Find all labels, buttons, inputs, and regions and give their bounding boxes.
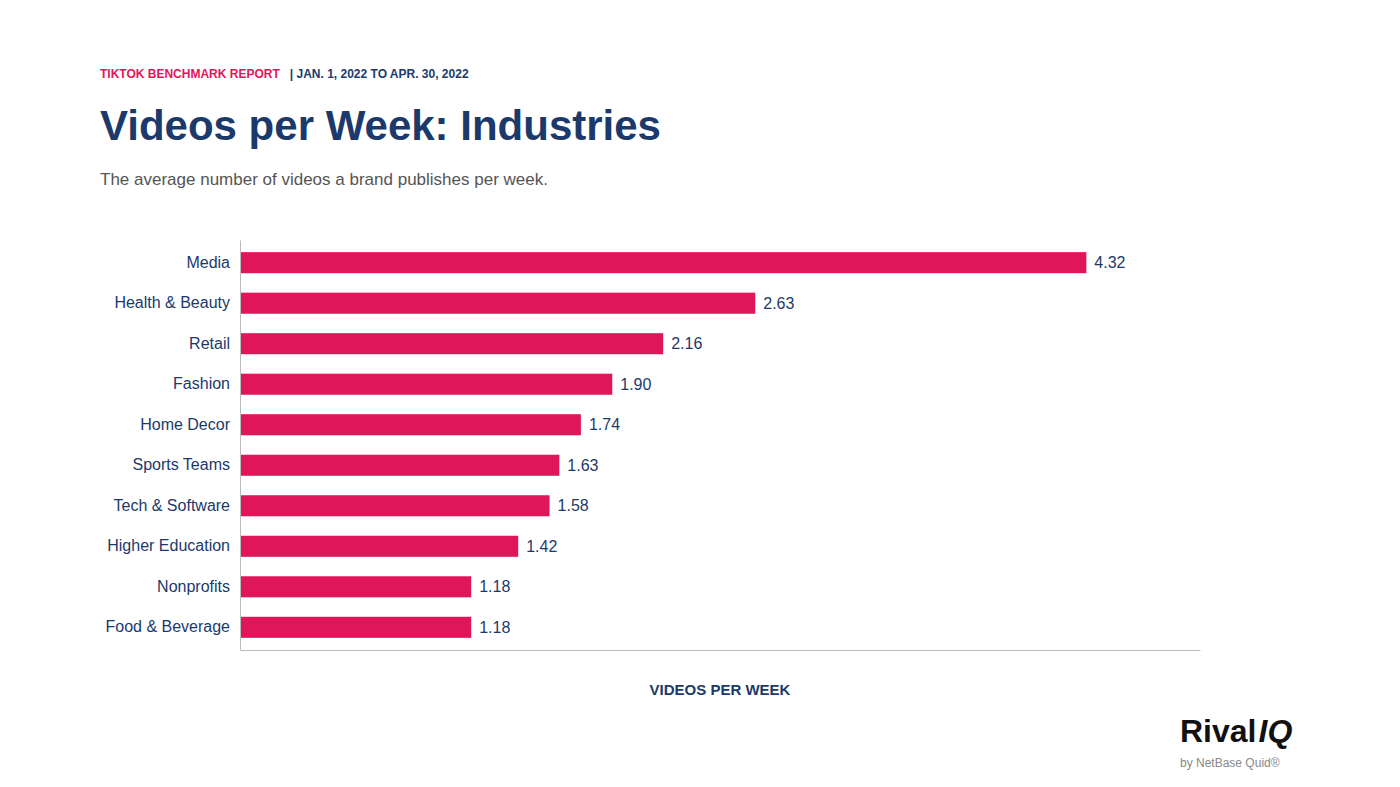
y-tick-label: Higher Education [107,537,230,554]
report-label: TIKTOK BENCHMARK REPORT [100,67,280,81]
y-tick-label: Home Decor [140,416,230,433]
bar [240,414,581,435]
title: Videos per Week: Industries [100,102,661,149]
data-label: 1.90 [620,376,651,393]
data-label: 1.74 [589,416,620,433]
y-tick: Home Decor [140,416,240,433]
y-tick-label: Sports Teams [132,456,230,473]
data-labels: 4.32 2.63 2.16 1.90 1.74 1.63 1.58 1.42 1.18 1.18 [479,254,1125,636]
y-tick: Sports Teams [132,456,240,473]
y-tick: Retail [189,335,240,352]
bar [240,536,518,557]
data-label: 1.18 [479,619,510,636]
data-label: 1.42 [526,538,557,555]
data-label: 1.63 [567,457,598,474]
bar [240,333,663,354]
plot: Media Health & Beauty Retail Fashion Home De… [105,241,1200,651]
data-label: 1.18 [479,578,510,595]
bar [240,374,612,395]
x-axis [241,650,1201,651]
bars [240,252,1086,638]
y-axis: Media Health & Beauty Retail Fashion Home De… [105,241,240,651]
y-tick: Media [186,254,240,271]
data-label: 1.58 [558,497,589,514]
bar [240,576,471,597]
y-tick-label: Health & Beauty [114,294,230,311]
data-label: 2.16 [671,335,702,352]
y-tick-label: Media [186,254,230,271]
brand-name: Rival [1180,713,1256,749]
bar [240,617,471,638]
bar [240,455,559,476]
subtitle: The average number of videos a brand pub… [100,170,548,189]
y-tick: Higher Education [107,537,240,554]
y-tick-label: Retail [189,335,230,352]
brand-byline: by NetBase Quid® [1180,756,1280,770]
data-label: 2.63 [763,295,794,312]
y-axis-line [240,241,241,651]
y-tick: Nonprofits [157,578,240,595]
report-date: | JAN. 1, 2022 TO APR. 30, 2022 [290,67,469,81]
y-tick: Fashion [173,375,240,392]
bar [240,495,550,516]
data-label: 4.32 [1094,254,1125,271]
y-tick: Food & Beverage [105,618,240,635]
chart-svg: TIKTOK BENCHMARK REPORT | JAN. 1, 2022 TO… [0,0,1400,787]
bar [240,293,755,314]
bar [240,252,1086,273]
y-tick-label: Food & Beverage [105,618,230,635]
y-tick-label: Tech & Software [114,497,231,514]
x-axis-title: VIDEOS PER WEEK [650,681,791,698]
y-tick: Tech & Software [114,497,241,514]
x-axis-line [241,650,1201,651]
y-tick: Health & Beauty [114,294,240,311]
y-tick-label: Nonprofits [157,578,230,595]
brand-suffix: IQ [1258,713,1292,749]
y-tick-label: Fashion [173,375,230,392]
